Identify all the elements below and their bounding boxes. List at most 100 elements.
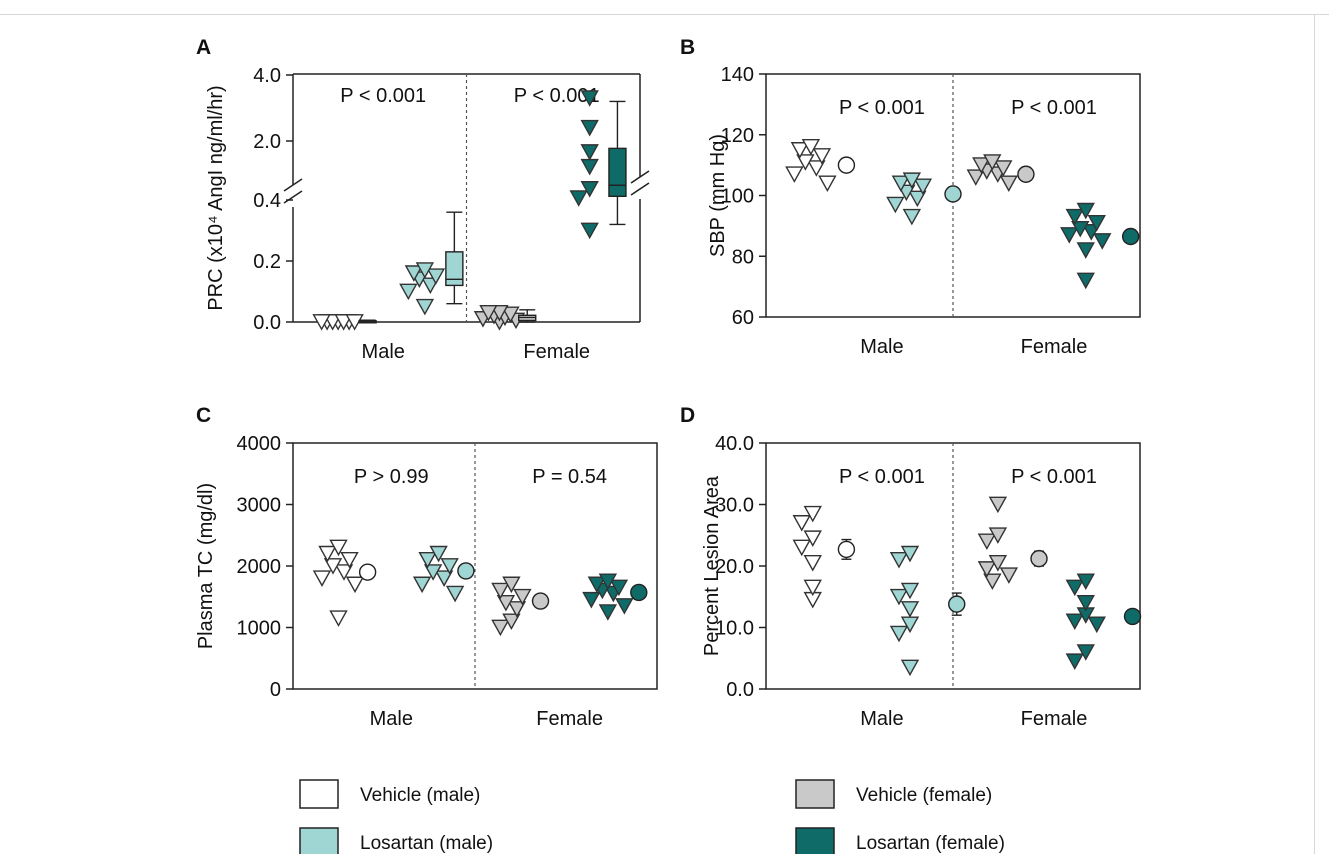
mean-marker-losartan-female xyxy=(630,583,648,602)
data-point-vehicle-male xyxy=(329,539,348,557)
data-point-losartan-female xyxy=(1060,227,1079,244)
data-point-vehicle-male xyxy=(312,314,331,331)
data-point-losartan-female xyxy=(1087,616,1106,634)
data-point-vehicle-male xyxy=(792,539,811,557)
y-tick-label: 3000 xyxy=(237,495,282,517)
y-tick-label: 4.0 xyxy=(253,65,281,87)
panel-a: A PRC (x10⁴ AngI ng/ml/hr) 0.0 0.2 0.4 2.0 4.0… xyxy=(196,36,650,363)
axis-break-mark xyxy=(283,190,303,204)
legend-label: Vehicle (female) xyxy=(856,785,992,806)
data-point-losartan-female xyxy=(1076,272,1095,290)
data-point-losartan-male xyxy=(445,585,465,603)
data-point-losartan-female xyxy=(1076,573,1095,591)
data-point-vehicle-female xyxy=(513,588,532,606)
panel-letter: C xyxy=(196,404,211,427)
data-point-losartan-male xyxy=(412,576,432,594)
legend: Vehicle (male) Vehicle (female) Losartan (… xyxy=(299,779,1005,854)
p-value-annotation: P < 0.001 xyxy=(839,97,925,119)
axis-break-mark xyxy=(283,178,303,192)
data-point-vehicle-male xyxy=(340,551,359,569)
legend-item-vehicle-male: Vehicle (male) xyxy=(299,779,480,809)
data-point-losartan-male xyxy=(902,208,922,226)
y-tick-label: 80 xyxy=(732,246,754,268)
data-point-losartan-male xyxy=(429,545,448,563)
data-point-losartan-male xyxy=(900,659,920,677)
legend-swatch xyxy=(299,779,339,809)
x-category-label: Male xyxy=(362,341,405,363)
legend-swatch xyxy=(299,827,339,854)
legend-item-losartan-female: Losartan (female) xyxy=(795,827,1005,854)
data-point-vehicle-male xyxy=(796,154,815,171)
data-point-vehicle-female xyxy=(507,601,527,618)
y-tick-label: 2.0 xyxy=(253,131,281,153)
p-value-annotation: P < 0.001 xyxy=(340,85,426,107)
legend-item-losartan-male: Losartan (male) xyxy=(299,827,493,854)
mean-marker-vehicle-female xyxy=(531,592,550,610)
mean-marker-losartan-female xyxy=(1123,607,1142,626)
panel-letter: D xyxy=(680,404,695,427)
data-point-vehicle-male xyxy=(318,545,337,563)
mean-marker-losartan-male xyxy=(948,595,966,613)
axis-break-mark xyxy=(630,170,650,184)
data-point-vehicle-male xyxy=(803,505,822,523)
data-point-vehicle-female xyxy=(490,304,509,322)
data-point-losartan-female xyxy=(1093,233,1112,250)
data-point-vehicle-female xyxy=(999,175,1018,192)
mean-marker-vehicle-male xyxy=(837,156,856,174)
data-point-losartan-male xyxy=(913,178,933,196)
figure-frame-top xyxy=(0,14,1329,15)
data-point-losartan-male xyxy=(900,545,920,563)
data-point-vehicle-male xyxy=(323,558,343,575)
x-category-label: Male xyxy=(860,708,903,730)
y-tick-label: 0.4 xyxy=(253,190,281,212)
axis-break-mark xyxy=(630,182,650,196)
data-point-vehicle-male xyxy=(334,314,353,331)
data-point-vehicle-female xyxy=(501,306,520,324)
data-point-vehicle-female xyxy=(479,304,498,322)
data-point-losartan-female xyxy=(615,598,634,615)
data-point-losartan-male xyxy=(900,582,920,600)
y-tick-label: 20.0 xyxy=(715,556,754,578)
data-point-losartan-female xyxy=(1065,653,1084,670)
data-point-vehicle-male xyxy=(790,142,810,159)
data-point-losartan-female xyxy=(580,222,599,240)
data-point-losartan-female xyxy=(598,604,618,621)
p-value-annotation: P < 0.001 xyxy=(514,85,600,107)
legend-swatch xyxy=(795,779,835,809)
data-point-losartan-male xyxy=(889,625,909,643)
p-value-annotation: P < 0.001 xyxy=(1011,97,1097,119)
y-axis-title: PRC (x10⁴ AngI ng/ml/hr) xyxy=(205,85,227,310)
data-point-vehicle-female xyxy=(999,567,1019,584)
legend-swatch xyxy=(795,827,835,854)
x-category-label: Male xyxy=(860,336,903,358)
p-value-annotation: P > 0.99 xyxy=(354,466,429,488)
data-point-losartan-female xyxy=(1065,208,1084,226)
y-tick-label: 0.0 xyxy=(253,312,281,334)
data-point-vehicle-female xyxy=(988,527,1008,544)
data-point-vehicle-female xyxy=(977,561,997,578)
box-iqr-losartan-female xyxy=(608,147,627,198)
mean-marker-vehicle-male xyxy=(358,563,377,581)
data-point-vehicle-female xyxy=(994,160,1013,177)
data-point-losartan-male xyxy=(886,196,905,214)
data-point-vehicle-female xyxy=(502,576,521,594)
data-point-losartan-female xyxy=(598,573,618,591)
x-category-label: Female xyxy=(536,708,603,730)
data-point-losartan-male xyxy=(889,551,909,569)
data-point-losartan-female xyxy=(582,591,601,609)
y-tick-label: 0 xyxy=(270,679,281,701)
y-axis-title: Percent Lesion Area xyxy=(701,475,723,656)
data-point-losartan-male xyxy=(415,262,435,279)
data-point-vehicle-female xyxy=(496,595,516,612)
data-point-vehicle-male xyxy=(334,564,354,581)
data-point-losartan-female xyxy=(580,158,599,176)
data-point-losartan-male xyxy=(423,564,443,581)
y-tick-label: 10.0 xyxy=(715,618,754,640)
data-point-vehicle-female xyxy=(977,533,997,551)
x-category-label: Female xyxy=(1021,336,1088,358)
data-point-vehicle-male xyxy=(801,138,821,156)
data-point-vehicle-male xyxy=(807,160,826,177)
y-tick-label: 0.0 xyxy=(726,679,754,701)
p-value-annotation: P = 0.54 xyxy=(532,466,607,488)
data-point-losartan-male xyxy=(891,175,911,192)
